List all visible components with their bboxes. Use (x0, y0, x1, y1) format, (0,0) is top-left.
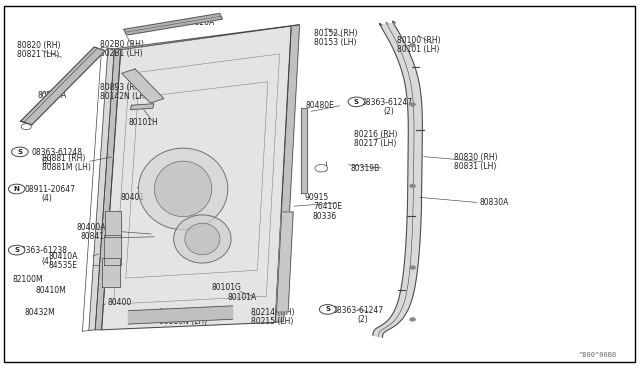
Text: (2): (2) (357, 315, 368, 324)
Circle shape (8, 184, 25, 194)
Text: 80101G: 80101G (211, 283, 241, 292)
Polygon shape (124, 13, 223, 35)
Text: 80841: 80841 (81, 232, 104, 241)
Text: 80881M (LH): 80881M (LH) (42, 163, 90, 172)
Text: 80401: 80401 (121, 193, 145, 202)
Text: 84535E: 84535E (49, 261, 77, 270)
Circle shape (315, 164, 328, 172)
Text: 80820 (RH): 80820 (RH) (17, 41, 60, 50)
Text: S: S (325, 307, 330, 312)
Circle shape (410, 266, 415, 269)
Text: 802B0 (RH): 802B0 (RH) (100, 39, 143, 49)
Text: 80820A: 80820A (38, 91, 67, 100)
Text: 80881 (RH): 80881 (RH) (42, 154, 85, 163)
Text: 08363-61238: 08363-61238 (17, 246, 68, 255)
Text: 80830 (RH): 80830 (RH) (454, 153, 498, 161)
Circle shape (410, 318, 415, 321)
Text: 80480E: 80480E (306, 101, 335, 110)
Text: 80101A: 80101A (227, 294, 257, 302)
Text: 80101 (LH): 80101 (LH) (397, 45, 439, 54)
Text: 08363-61247: 08363-61247 (333, 306, 384, 315)
Text: 80830A: 80830A (479, 198, 509, 207)
Ellipse shape (185, 223, 220, 255)
Polygon shape (102, 258, 120, 288)
Text: 80410A: 80410A (49, 252, 78, 261)
Text: ^800^00B6: ^800^00B6 (579, 352, 617, 358)
Circle shape (319, 305, 336, 314)
Polygon shape (276, 212, 293, 312)
Text: 80216 (RH): 80216 (RH) (354, 129, 397, 139)
Circle shape (410, 44, 415, 46)
Polygon shape (89, 48, 115, 331)
Text: (4): (4) (42, 195, 52, 203)
Circle shape (410, 103, 415, 106)
Polygon shape (104, 235, 122, 265)
Circle shape (21, 124, 31, 130)
Text: 82100M: 82100M (12, 275, 43, 284)
Text: 08363-61248: 08363-61248 (31, 148, 83, 157)
Polygon shape (102, 26, 291, 330)
Polygon shape (131, 104, 154, 110)
Text: 80820A: 80820A (186, 18, 215, 27)
Text: 90915: 90915 (304, 193, 328, 202)
Text: 80336: 80336 (312, 212, 337, 221)
Text: 08911-20647: 08911-20647 (25, 185, 76, 194)
Text: 80880N (LH): 80880N (LH) (159, 317, 207, 326)
Polygon shape (301, 108, 307, 193)
Text: 80319B: 80319B (351, 164, 380, 173)
Polygon shape (275, 25, 300, 323)
Text: 80153 (LH): 80153 (LH) (314, 38, 356, 47)
Text: 80215 (LH): 80215 (LH) (251, 317, 293, 326)
Text: S: S (17, 149, 22, 155)
Ellipse shape (154, 161, 212, 217)
Text: 80831 (LH): 80831 (LH) (454, 162, 497, 171)
Ellipse shape (173, 215, 231, 263)
Text: (4): (4) (42, 257, 52, 266)
Polygon shape (95, 49, 121, 330)
Text: 80410M: 80410M (36, 286, 67, 295)
Text: S: S (354, 99, 359, 105)
Text: 80821 (LH): 80821 (LH) (17, 50, 59, 59)
Circle shape (8, 245, 25, 255)
Text: 80893 (RH): 80893 (RH) (100, 83, 143, 92)
Text: 08363-61247: 08363-61247 (362, 98, 413, 107)
Text: 80400A: 80400A (76, 223, 106, 232)
Ellipse shape (138, 148, 228, 230)
Text: 80214 (RH): 80214 (RH) (251, 308, 294, 317)
Polygon shape (115, 25, 300, 49)
Circle shape (12, 147, 28, 157)
Text: 76410E: 76410E (314, 202, 342, 211)
Polygon shape (20, 47, 105, 125)
Text: 80400: 80400 (108, 298, 132, 307)
Text: 80100 (RH): 80100 (RH) (397, 36, 440, 45)
Text: 80142N (LH): 80142N (LH) (100, 92, 148, 101)
Polygon shape (373, 21, 422, 337)
Text: (2): (2) (384, 108, 395, 116)
Text: 80152 (RH): 80152 (RH) (314, 29, 357, 38)
Polygon shape (129, 306, 232, 324)
Text: N: N (13, 186, 20, 192)
Text: 80880M (RH): 80880M (RH) (159, 308, 209, 317)
Polygon shape (106, 211, 122, 237)
Text: S: S (14, 247, 19, 253)
Text: 80217 (LH): 80217 (LH) (354, 139, 396, 148)
Text: 80432M: 80432M (25, 308, 56, 317)
Polygon shape (122, 69, 164, 103)
Text: 802B1 (LH): 802B1 (LH) (100, 49, 142, 58)
Text: (2): (2) (42, 157, 52, 166)
Text: 80101H: 80101H (129, 119, 158, 128)
Circle shape (348, 97, 365, 107)
Circle shape (410, 185, 415, 187)
